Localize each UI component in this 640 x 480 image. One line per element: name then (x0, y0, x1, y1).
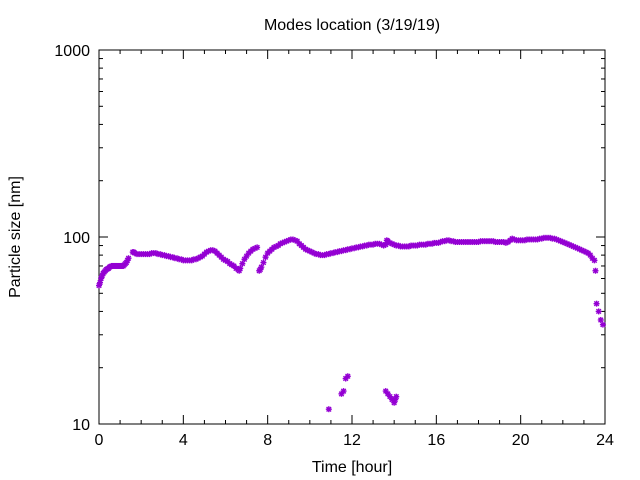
data-points (96, 234, 606, 413)
data-point (344, 373, 351, 380)
data-point (260, 259, 267, 266)
x-tick-label: 0 (95, 432, 104, 449)
data-point (595, 308, 602, 315)
y-tick-label: 1000 (54, 43, 90, 60)
y-axis-title: Particle size [nm] (7, 176, 24, 298)
data-point (125, 255, 132, 262)
x-tick-label: 8 (263, 432, 272, 449)
x-tick-label: 12 (343, 432, 361, 449)
data-point (593, 300, 600, 307)
y-tick-label: 100 (63, 230, 90, 247)
axis-tick-labels: 0 4 8 12 16 20 24 10 100 1000 (54, 43, 614, 449)
data-point (340, 388, 347, 395)
data-point (599, 321, 606, 328)
data-point (393, 393, 400, 400)
data-point (254, 244, 261, 251)
data-point (97, 279, 104, 286)
data-point (237, 265, 244, 272)
x-tick-label: 20 (512, 432, 530, 449)
data-point (597, 316, 604, 323)
data-point (592, 267, 599, 274)
y-tick-label: 10 (72, 417, 90, 434)
chart-title: Modes location (3/19/19) (264, 17, 440, 34)
x-tick-label: 24 (596, 432, 614, 449)
x-tick-label: 4 (179, 432, 188, 449)
x-axis-title: Time [hour] (312, 459, 392, 476)
x-tick-label: 16 (427, 432, 445, 449)
data-point (591, 257, 598, 264)
data-point (258, 264, 265, 271)
data-point (325, 406, 332, 413)
data-point (99, 272, 106, 279)
